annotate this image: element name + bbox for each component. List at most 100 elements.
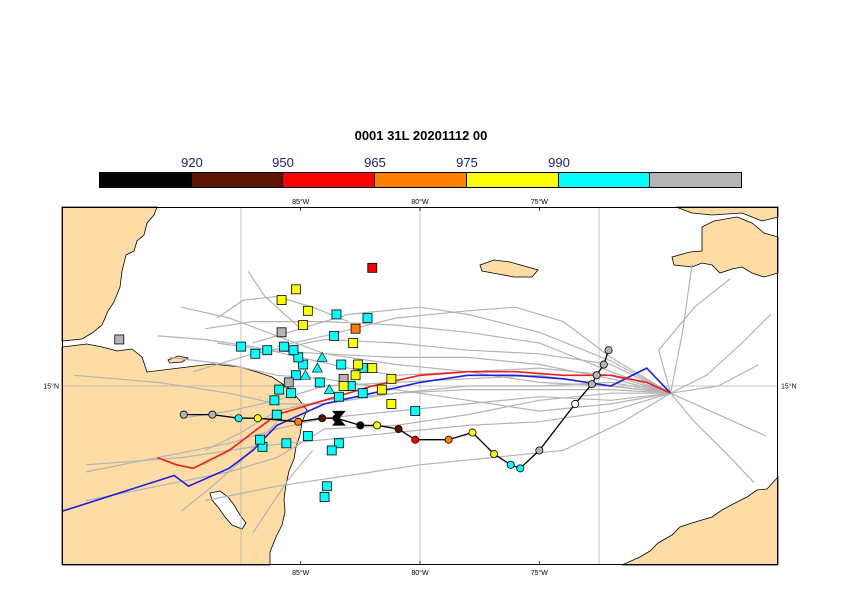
lon-tick-label-bottom: 85°W [292, 569, 310, 577]
ensemble-position-triangle [311, 362, 323, 373]
ensemble-track [73, 374, 671, 405]
ensemble-position-square [319, 492, 330, 502]
lon-tick-label-bottom: 75°W [531, 569, 549, 577]
deterministic-track-point [208, 410, 217, 419]
deterministic-track [179, 346, 613, 473]
ensemble-position-square [290, 284, 301, 295]
colorbar-segment-7 [650, 173, 742, 187]
deterministic-track-point [356, 421, 365, 430]
ensemble-position-square [329, 330, 339, 341]
jamaica-island [479, 259, 539, 278]
ensemble-position-square [367, 363, 378, 374]
deterministic-track-point [489, 450, 498, 459]
ensemble-position-square [331, 309, 342, 320]
colorbar-label-975: 975 [456, 155, 478, 170]
colorbar-segment-2 [191, 173, 284, 187]
deterministic-track-point [394, 424, 403, 433]
colorbar-segment-5 [466, 173, 559, 187]
ensemble-track [252, 450, 314, 534]
ensemble-position-square [302, 431, 313, 442]
ensemble-position-triangle [323, 383, 335, 394]
ensemble-track [169, 356, 671, 412]
ensemble-position-square [362, 313, 373, 323]
ensemble-position-square [114, 334, 125, 345]
land-layer [61, 206, 779, 566]
ensemble-track [85, 392, 671, 466]
pressure-colorbar [99, 172, 742, 188]
ensemble-position-square [281, 438, 292, 449]
lon-tick-label-top: 75°W [531, 198, 549, 206]
ensemble-position-square [290, 370, 301, 381]
ensemble-position-square [348, 338, 359, 348]
lon-tick-label-top: 85°W [292, 198, 310, 206]
ensemble-track [205, 392, 671, 502]
deterministic-track-point [234, 414, 243, 423]
ensemble-track [670, 264, 693, 394]
ensemble-position-square [286, 388, 297, 399]
ensemble-position-square [333, 391, 344, 402]
deterministic-track-point [444, 435, 453, 444]
map-panel: 85°W 85°W 80°W 80°W 75°W 75°W 15°N 15°N [43, 198, 796, 577]
ensemble-position-square [386, 398, 397, 409]
ensemble-position-square [283, 377, 294, 388]
lon-tick-label-bottom: 80°W [411, 569, 429, 577]
ensemble-track [670, 363, 760, 394]
colorbar-label-990: 990 [548, 155, 570, 170]
central-america-landmass [61, 343, 308, 566]
yucatan-peninsula [61, 206, 158, 342]
colorbar-segment-6 [558, 173, 651, 187]
deterministic-track-point [506, 460, 515, 469]
hispaniola-island [671, 216, 779, 278]
ensemble-track [181, 306, 671, 394]
ensemble-position-square [326, 445, 337, 456]
deterministic-track-point [599, 360, 608, 369]
colorbar-label-920: 920 [181, 155, 203, 170]
ensemble-track [205, 320, 671, 394]
roatan-island [167, 355, 190, 364]
ensemble-position-square [269, 395, 280, 406]
ensemble-position-square [376, 384, 387, 395]
ensemble-position-square [288, 345, 299, 356]
deterministic-track-point [535, 446, 544, 455]
deterministic-track-line [183, 349, 610, 470]
ensemble-position-square [276, 327, 287, 338]
deterministic-track-point [318, 414, 327, 423]
lon-tick-label-top: 80°W [411, 198, 429, 206]
deterministic-track-point [587, 380, 596, 389]
ensemble-position-square [350, 370, 361, 381]
ensemble-position-square [255, 434, 265, 445]
ensemble-position-square [357, 388, 368, 399]
ensemble-track [252, 306, 671, 394]
current-position-marker [331, 410, 346, 426]
colorbar-segment-1 [100, 173, 192, 187]
colorbar-label-950: 950 [272, 155, 294, 170]
deterministic-track-point [571, 399, 580, 408]
deterministic-track-point [411, 435, 420, 444]
ensemble-position-square [314, 377, 325, 388]
ensemble-track [670, 313, 772, 394]
deterministic-track-point [592, 371, 601, 380]
ensemble-position-square [276, 295, 287, 305]
ensemble-position-square [302, 305, 313, 316]
ensemble-position-triangle [316, 351, 328, 362]
ensemble-position-square [262, 345, 273, 356]
ensemble-position-square [236, 341, 246, 352]
ensemble-position-square [367, 262, 378, 273]
ensemble-track [85, 392, 671, 473]
ensemble-track [247, 271, 302, 330]
colorbar-label-965: 965 [364, 155, 386, 170]
ensemble-markers [114, 262, 421, 502]
deterministic-track-point [179, 410, 188, 419]
ensemble-position-square [274, 384, 285, 395]
lat-tick-label-left: 15°N [43, 383, 59, 391]
deterministic-track-point [468, 428, 477, 437]
ensemble-position-square [322, 481, 332, 492]
ensemble-position-square [410, 406, 421, 416]
ensemble-position-square [336, 359, 347, 370]
ensemble-position-square [386, 373, 397, 384]
lat-tick-label-right: 15°N [781, 383, 797, 391]
ensemble-position-square [338, 381, 349, 391]
ensemble-position-square [333, 438, 344, 449]
ensemble-track [670, 392, 767, 437]
ensemble-track [670, 392, 755, 484]
